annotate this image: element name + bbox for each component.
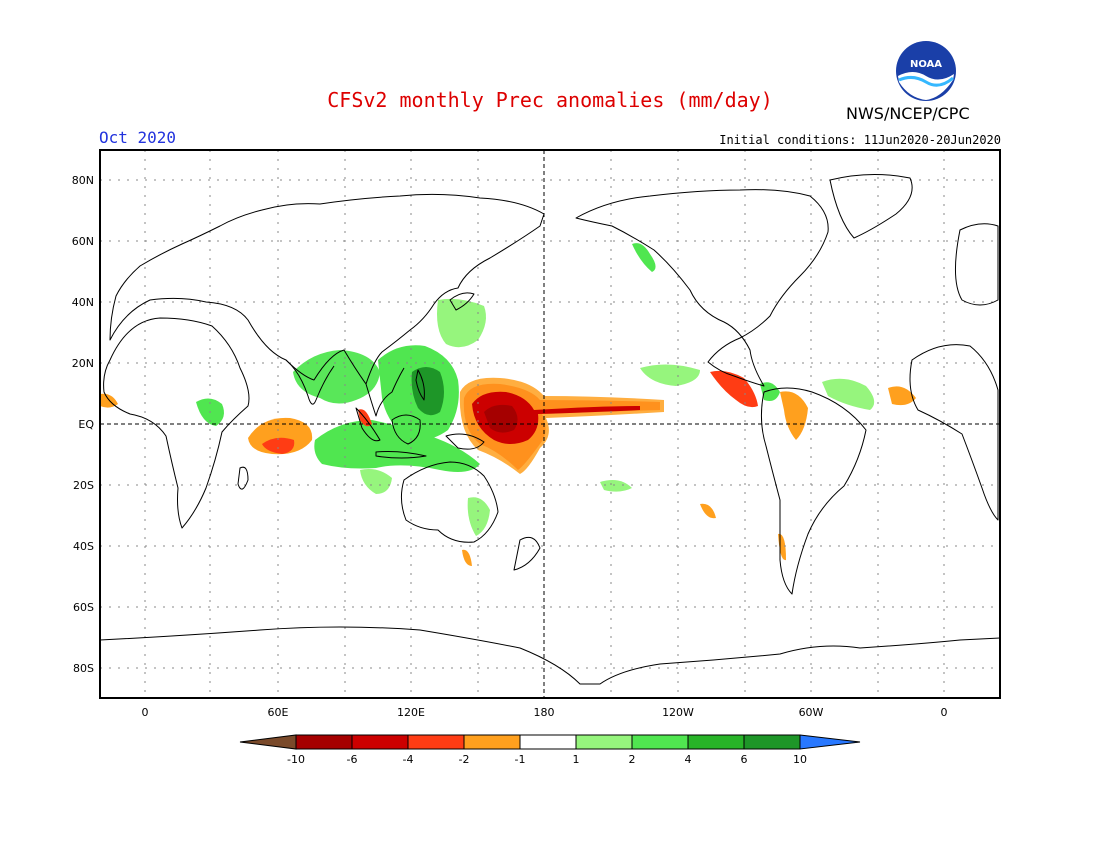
anomaly-dry-west-pacific-mid (472, 391, 640, 444)
lon-label-0-right: 0 (941, 706, 948, 719)
lat-label-60n: 60N (72, 235, 94, 248)
coastlines (99, 173, 1001, 685)
lat-axis-labels: 80N 60N 40N 20N EQ 20S 40S 60S 80S (72, 174, 95, 675)
lat-label-40n: 40N (72, 296, 94, 309)
coast-new-zealand (513, 536, 541, 571)
lat-label-80s: 80S (73, 662, 94, 675)
coast-new-guinea (445, 433, 485, 450)
colorbar-bin-p1-p2 (575, 734, 633, 750)
lat-label-60s: 60S (73, 601, 94, 614)
coast-borneo (391, 414, 421, 445)
colorbar (239, 734, 861, 750)
anomaly-wet-alaska (632, 243, 656, 272)
colorbar-label: -10 (287, 753, 305, 766)
colorbar-label: 10 (793, 753, 807, 766)
anomaly-wet-west-pacific (437, 298, 486, 348)
anomaly-wet-australia-east (467, 497, 490, 536)
colorbar-label: -6 (347, 753, 358, 766)
noaa-logo: NOAA (896, 41, 956, 101)
lat-label-eq: EQ (78, 418, 94, 431)
agency-label: NWS/NCEP/CPC (846, 104, 970, 123)
colorbar-bin-m1-p1 (519, 734, 577, 750)
anomaly-wet-atlantic-itcz (822, 378, 875, 410)
coast-europe-west (954, 223, 999, 306)
colorbar-label: -1 (515, 753, 526, 766)
lon-label-120w: 120W (662, 706, 694, 719)
lat-lon-grid (100, 150, 1000, 698)
coast-indochina (365, 367, 405, 417)
anomaly-wet-philippines-core (411, 367, 444, 416)
coast-java (375, 451, 427, 459)
anomaly-wet-central-pacific (640, 364, 700, 386)
anomaly-wet-sw-indian (360, 469, 392, 494)
colorbar-label: -2 (459, 753, 470, 766)
anomaly-dry-central-america (710, 370, 758, 408)
colorbar-bin-p2-p4 (631, 734, 689, 750)
coast-antarctica (99, 626, 1001, 685)
coast-greenland (829, 173, 913, 239)
colorbar-bin-m10-m6 (295, 734, 353, 750)
lon-label-60w: 60W (799, 706, 824, 719)
coast-japan (449, 292, 475, 311)
colorbar-label: -4 (403, 753, 414, 766)
colorbar-labels: -10 -6 -4 -2 -1 1 2 4 6 10 (287, 753, 807, 766)
colorbar-label: 1 (573, 753, 580, 766)
initial-conditions-label: Initial conditions: 11Jun2020-20Jun2020 (719, 133, 1001, 147)
colorbar-arrow-low (239, 734, 297, 750)
coast-madagascar (237, 466, 249, 490)
anomaly-dry-colombia (780, 391, 808, 440)
lon-label-180: 180 (534, 706, 555, 719)
colorbar-arrow-high (799, 734, 861, 750)
coast-australia (400, 461, 499, 543)
colorbar-bin-m6-m4 (351, 734, 409, 750)
lon-label-120e: 120E (397, 706, 425, 719)
coast-india (285, 359, 335, 405)
map-frame (99, 149, 1001, 699)
coast-south-america (760, 387, 867, 595)
coast-north-america (575, 189, 829, 387)
coast-eurasia (109, 193, 545, 385)
lon-label-0-left: 0 (142, 706, 149, 719)
colorbar-bin-p4-p6 (687, 734, 745, 750)
lon-axis-labels: 0 60E 120E 180 120W 60W 0 (142, 706, 948, 719)
anomaly-dry-south-atlantic (700, 503, 716, 519)
anomaly-wet-caribbean (760, 382, 780, 401)
anomaly-wet-south-pacific (600, 480, 632, 492)
coast-africa-east-repeat (909, 344, 999, 521)
anomaly-dry-tasman (462, 549, 472, 566)
lat-label-80n: 80N (72, 174, 94, 187)
lat-label-20s: 20S (73, 479, 94, 492)
anomaly-dry-chile (778, 533, 786, 561)
colorbar-label: 2 (629, 753, 636, 766)
colorbar-label: 6 (741, 753, 748, 766)
coast-sumatra (355, 407, 381, 442)
map-title: CFSv2 monthly Prec anomalies (mm/day) (327, 88, 773, 112)
equator-dateline (100, 150, 1000, 698)
anomaly-dry-west-pacific-core (484, 404, 518, 433)
valid-month-label: Oct 2020 (99, 128, 177, 147)
anomaly-shading (100, 243, 916, 566)
lon-label-60e: 60E (268, 706, 289, 719)
anomaly-dry-indian-ocean-inner (262, 437, 295, 454)
colorbar-label: 4 (685, 753, 692, 766)
colorbar-bin-p6-p10 (743, 734, 801, 750)
colorbar-bin-m2-m1 (463, 734, 521, 750)
anomaly-dry-west-africa (888, 386, 916, 406)
lat-label-20n: 20N (72, 357, 94, 370)
coast-africa (103, 317, 250, 529)
anomaly-wet-bay-of-bengal (293, 350, 380, 404)
lat-label-40s: 40S (73, 540, 94, 553)
colorbar-bin-m4-m2 (407, 734, 465, 750)
coast-philippines (415, 369, 425, 401)
anomaly-wet-indonesia (314, 420, 480, 472)
noaa-logo-text: NOAA (910, 59, 942, 70)
